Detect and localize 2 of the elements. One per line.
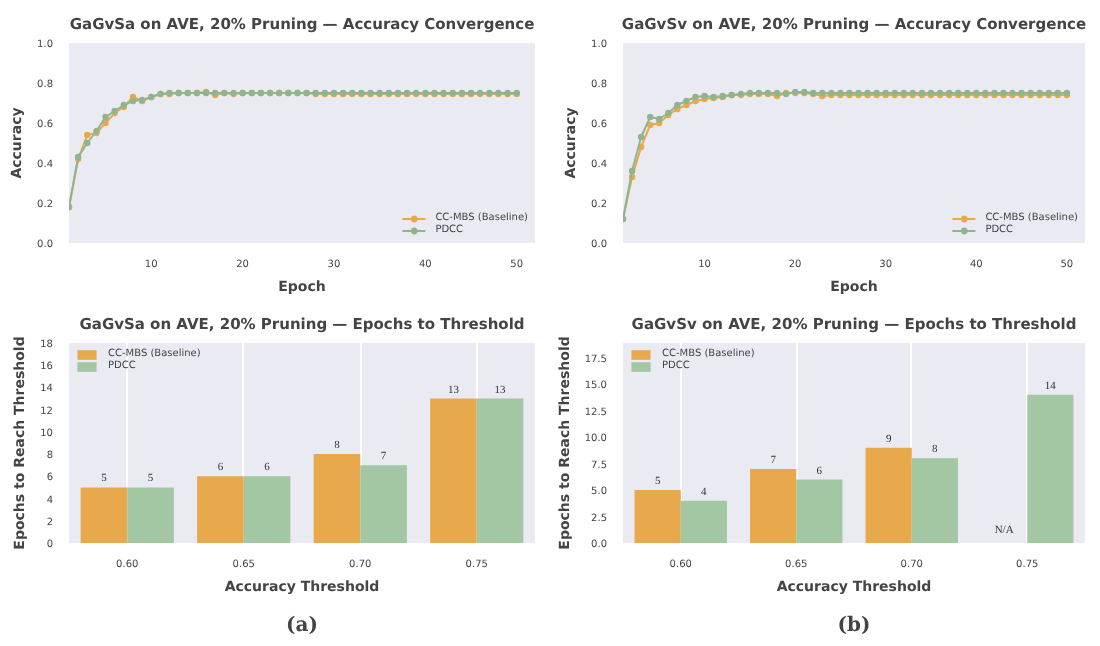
- text: (b): [837, 615, 871, 637]
- text: (a): [286, 615, 318, 637]
